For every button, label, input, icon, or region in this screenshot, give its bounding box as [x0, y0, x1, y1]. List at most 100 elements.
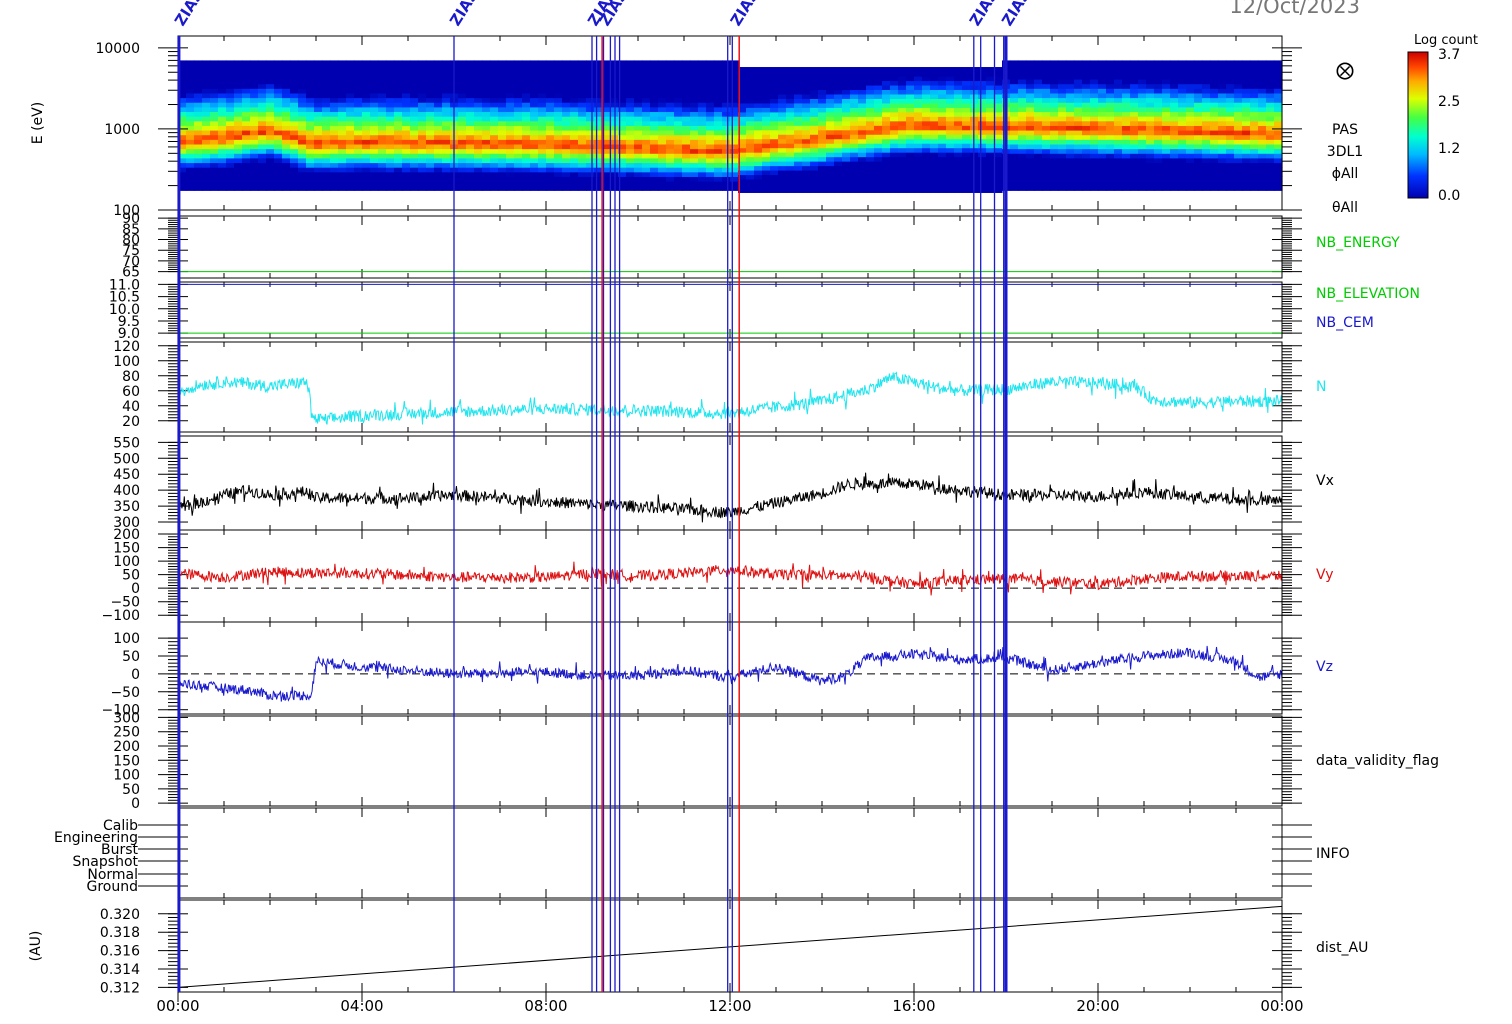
spectrogram-cell: [666, 88, 675, 93]
spectrogram-cell: [506, 144, 515, 149]
spectrogram-cell: [522, 74, 531, 79]
spectrogram-cell: [578, 176, 587, 181]
spectrogram-cell: [354, 167, 363, 172]
spectrogram-cell: [978, 76, 987, 81]
spectrogram-cell: [1026, 167, 1035, 172]
spectrogram-cell: [954, 139, 963, 144]
spectrogram-cell: [210, 121, 219, 126]
spectrogram-cell: [1258, 70, 1267, 75]
spectrogram-cell: [1010, 111, 1019, 116]
spectrogram-cell: [1242, 172, 1251, 177]
spectrogram-cell: [1202, 84, 1211, 89]
spectrogram-cell: [1034, 116, 1043, 121]
spectrogram-cell: [370, 93, 379, 98]
spectrogram-cell: [946, 157, 955, 162]
spectrogram-cell: [666, 172, 675, 177]
spectrogram-cell: [1202, 135, 1211, 140]
spectrogram-cell: [210, 144, 219, 149]
spectrogram-cell: [714, 74, 723, 79]
spectrogram-cell: [570, 93, 579, 98]
spectrogram-cell: [202, 65, 211, 70]
spectrogram-cell: [626, 60, 635, 65]
spectrogram-cell: [786, 67, 795, 72]
spectrogram-cell: [1122, 186, 1131, 191]
spectrogram-cell: [290, 98, 299, 103]
spectrogram-cell: [386, 139, 395, 144]
spectrogram-cell: [754, 170, 763, 175]
spectrogram-cell: [1242, 93, 1251, 98]
spectrogram-cell: [690, 88, 699, 93]
spectrogram-cell: [658, 125, 667, 130]
spectrogram-cell: [626, 102, 635, 107]
spectrogram-cell: [1226, 158, 1235, 163]
spectrogram-cell: [706, 111, 715, 116]
spectrogram-cell: [826, 121, 835, 126]
spectrogram-cell: [818, 188, 827, 193]
spectrogram-cell: [202, 153, 211, 158]
spectrogram-cell: [642, 176, 651, 181]
spectrogram-cell: [1058, 111, 1067, 116]
spectrogram-cell: [1042, 79, 1051, 84]
spectrogram-cell: [578, 93, 587, 98]
spectrogram-cell: [826, 179, 835, 184]
spectrogram-cell: [906, 130, 915, 135]
spectrogram-cell: [562, 93, 571, 98]
spectrogram-cell: [242, 149, 251, 154]
spectrogram-cell: [1234, 84, 1243, 89]
spectrogram-cell: [1234, 98, 1243, 103]
spectrogram-cell: [274, 176, 283, 181]
spectrogram-cell: [954, 134, 963, 139]
spectrogram-cell: [1130, 172, 1139, 177]
spectrogram-cell: [306, 158, 315, 163]
spectrogram-cell: [1114, 181, 1123, 186]
spectrogram-cell: [1154, 162, 1163, 167]
spectrogram-cell: [946, 72, 955, 77]
spectrogram-cell: [842, 89, 851, 94]
spectrogram-cell: [186, 70, 195, 75]
spectrogram-cell: [898, 188, 907, 193]
spectrogram-cell: [682, 93, 691, 98]
spectrogram-cell: [586, 107, 595, 112]
spectrogram-cell: [722, 65, 731, 70]
spectrogram-cell: [354, 176, 363, 181]
spectrogram-cell: [778, 166, 787, 171]
spectrogram-cell: [834, 112, 843, 117]
spectrogram-cell: [330, 84, 339, 89]
spectrogram-cell: [330, 153, 339, 158]
spectrogram-cell: [914, 85, 923, 90]
spectrogram-cell: [330, 98, 339, 103]
spectrogram-cell: [426, 74, 435, 79]
spectrogram-cell: [890, 76, 899, 81]
spectrogram-cell: [858, 85, 867, 90]
spectrogram-cell: [418, 79, 427, 84]
spectrogram-cell: [194, 107, 203, 112]
spectrogram-cell: [1210, 186, 1219, 191]
spectrogram-cell: [1130, 79, 1139, 84]
spectrogram-cell: [378, 176, 387, 181]
spectrogram-cell: [258, 162, 267, 167]
spectrogram-cell: [186, 162, 195, 167]
spectrogram-cell: [682, 74, 691, 79]
spectrogram-cell: [538, 162, 547, 167]
spectrogram-cell: [642, 181, 651, 186]
spectrogram-cell: [1218, 130, 1227, 135]
spectrogram-cell: [922, 130, 931, 135]
spectrogram-cell: [474, 79, 483, 84]
spectrogram-cell: [890, 67, 899, 72]
spectrogram-cell: [658, 65, 667, 70]
spectrogram-cell: [506, 125, 515, 130]
spectrogram-cell: [1170, 172, 1179, 177]
spectrogram-cell: [306, 181, 315, 186]
spectrogram-cell: [1018, 181, 1027, 186]
spectrogram-cell: [866, 67, 875, 72]
spectrogram-cell: [506, 93, 515, 98]
spectrogram-cell: [282, 84, 291, 89]
spectrogram-cell: [778, 94, 787, 99]
spectrogram-cell: [682, 125, 691, 130]
spectrogram-cell: [322, 65, 331, 70]
spectrogram-cell: [1010, 149, 1019, 154]
spectrogram-cell: [218, 186, 227, 191]
spectrogram-cell: [674, 125, 683, 130]
spectrogram-cell: [850, 161, 859, 166]
spectrogram-cell: [1122, 84, 1131, 89]
